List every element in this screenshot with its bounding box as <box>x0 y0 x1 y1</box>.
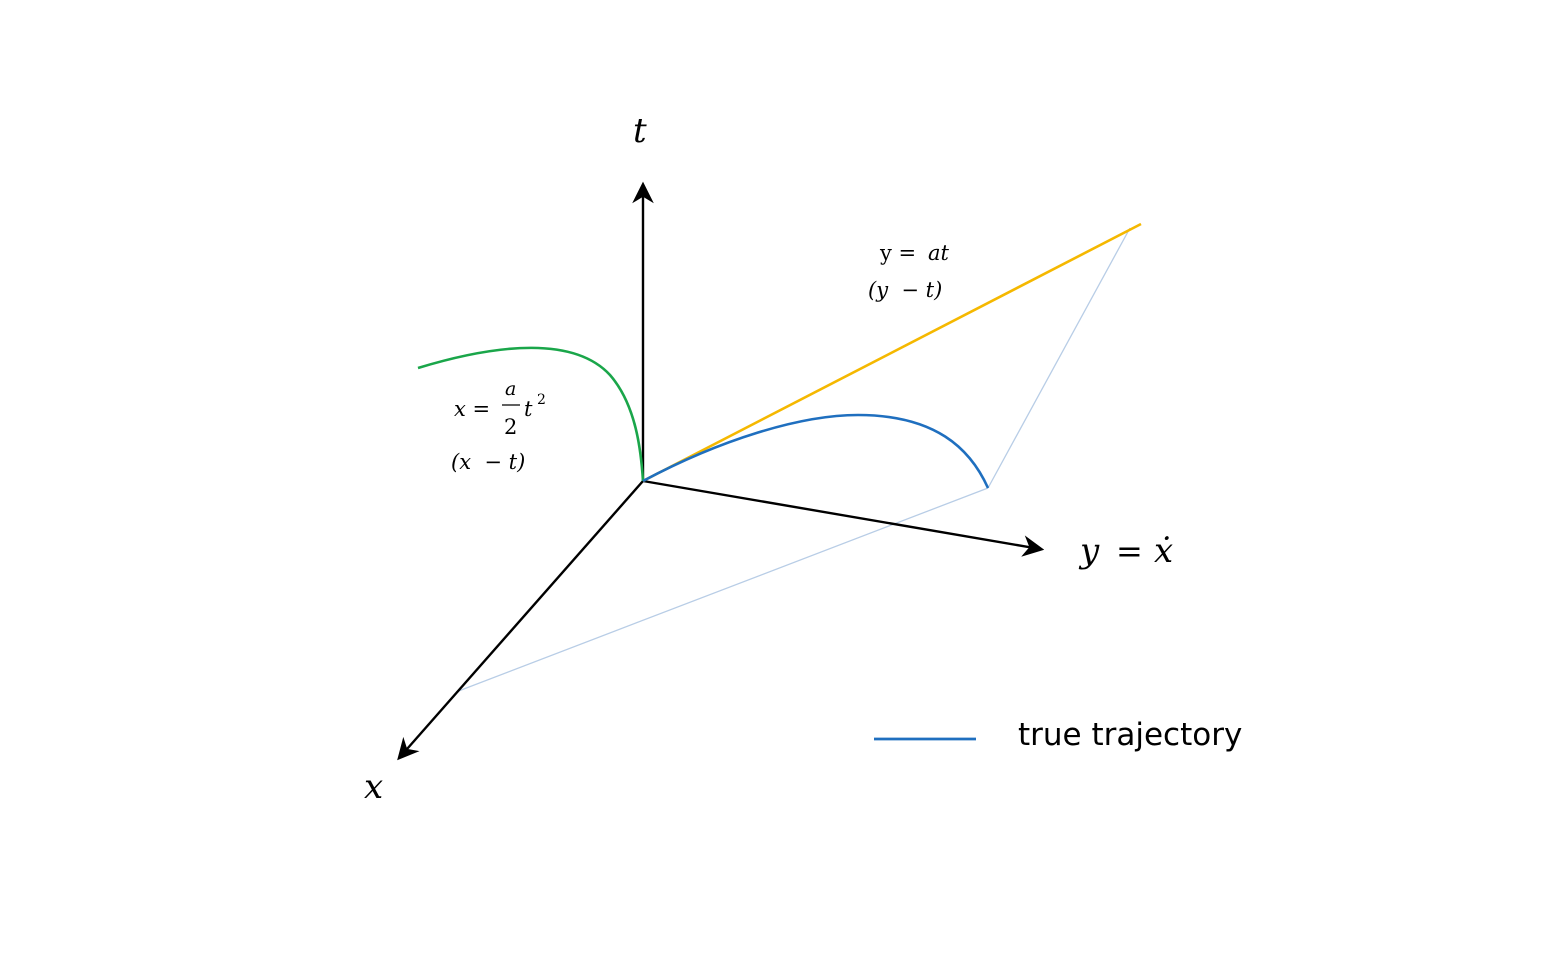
x-vs-t-curve <box>417 346 645 482</box>
x-curve-frac-numerator: a <box>505 378 516 400</box>
x-curve-exponent: 2 <box>537 392 546 408</box>
y-line-plane-label: (y − t) <box>868 278 942 302</box>
true-trajectory-curve <box>642 413 990 489</box>
y-equals-at-line <box>642 222 1142 483</box>
x-axis-label: x <box>364 767 383 807</box>
legend-label-true-trajectory: true trajectory <box>1018 717 1242 753</box>
projection-line-front <box>455 487 989 693</box>
x-axis <box>397 480 644 761</box>
x-curve-plane-label: (x − t) <box>451 450 525 474</box>
projection-lines <box>455 227 1131 693</box>
legend: true trajectory <box>874 717 1242 753</box>
t-axis-label: t <box>633 111 647 151</box>
x-curve-eq-lhs: x = <box>454 397 490 421</box>
y-line-eq-rhs: at <box>928 241 950 265</box>
axes <box>397 181 1045 761</box>
projection-line-back <box>987 227 1131 489</box>
y-axis-label-rhs: ẋ <box>1154 531 1173 571</box>
y-axis <box>642 479 1045 557</box>
y-line-annotation: y = at (y − t) <box>868 241 950 302</box>
y-axis-label-eq: = <box>1116 532 1143 570</box>
x-curve-eq-tail: t <box>524 397 533 421</box>
y-axis-label-lhs: y <box>1078 531 1100 571</box>
y-line-eq-lhs: y = <box>879 241 916 265</box>
x-curve-annotation: x = a 2 t 2 (x − t) <box>451 378 546 474</box>
y-axis-label: y = ẋ <box>1078 531 1173 571</box>
x-curve-frac-denominator: 2 <box>504 415 517 439</box>
